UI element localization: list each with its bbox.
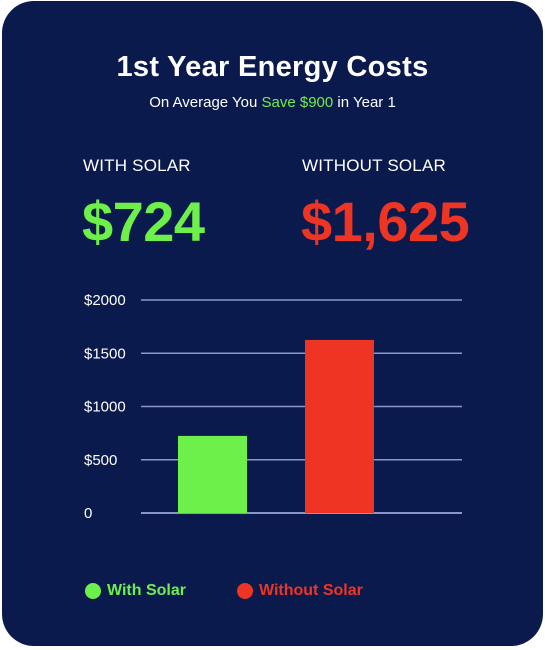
y-tick-label: $1500	[84, 345, 126, 362]
red-dot-icon	[237, 583, 253, 599]
without-solar-value: $1,625	[301, 190, 470, 253]
legend-item-without-solar: Without Solar	[237, 582, 363, 600]
with-solar-value: $724	[82, 190, 205, 253]
bar-without-solar	[305, 339, 374, 513]
y-tick-label: 0	[84, 505, 92, 522]
savings-highlight: Save $900	[261, 94, 334, 111]
with-solar-label: WITH SOLAR	[83, 156, 191, 175]
bar-with-solar	[178, 435, 247, 513]
legend-label-without-solar: Without Solar	[259, 582, 363, 599]
subtitle-suffix: in Year 1	[333, 94, 396, 111]
chart-subtitle: On Average You Save $900 in Year 1	[2, 94, 543, 111]
y-tick-label: $2000	[84, 292, 126, 309]
y-tick-label: $1000	[84, 399, 126, 416]
chart-title: 1st Year Energy Costs	[116, 51, 429, 83]
without-solar-label: WITHOUT SOLAR	[302, 156, 446, 175]
y-tick-label: $500	[84, 452, 117, 469]
green-dot-icon	[85, 583, 101, 599]
legend-item-with-solar: With Solar	[85, 582, 186, 600]
subtitle-prefix: On Average You	[149, 94, 262, 111]
legend-label-with-solar: With Solar	[107, 582, 186, 599]
